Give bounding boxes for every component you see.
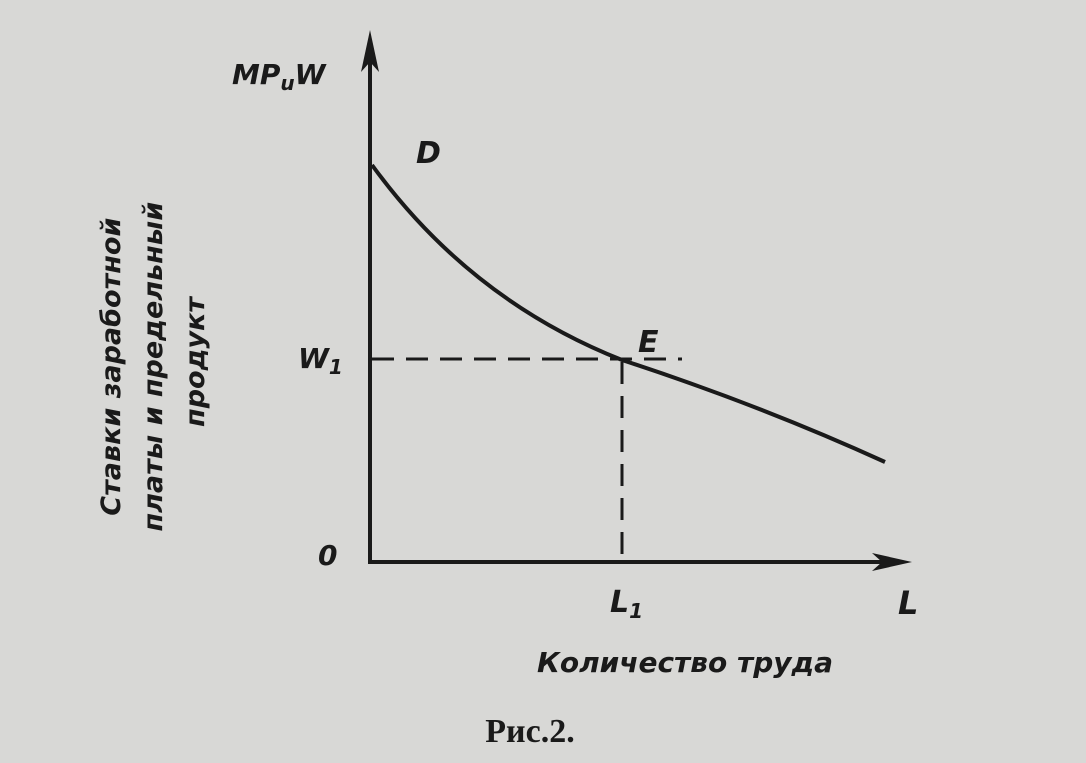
x-axis-title: Количество труда [537, 646, 833, 679]
title-line: Ставки заработной [96, 218, 127, 516]
label-part: MP [232, 58, 281, 91]
label-part: 1 [329, 355, 343, 379]
origin-label: 0 [318, 539, 337, 572]
point-d: D [416, 136, 441, 171]
guides [372, 357, 682, 562]
w1-label: W1 [298, 342, 343, 379]
axes [368, 42, 900, 564]
x-axis-label: L [898, 584, 918, 622]
label-part: L [610, 585, 629, 620]
label-part: W [298, 342, 330, 375]
x-arrow [872, 553, 912, 571]
label-part: W [295, 58, 327, 91]
label-part: u [280, 71, 294, 95]
label-part: 1 [629, 599, 643, 623]
y-axis-title: Ставки заработной платы и предельный про… [96, 192, 211, 531]
y-arrow [361, 30, 379, 72]
point-e: E [638, 325, 659, 360]
caption: Рис.2. [485, 713, 574, 750]
y-axis-label: MPuW [232, 58, 327, 95]
title-line: платы и предельный [138, 202, 169, 532]
title-line: продукт [180, 296, 211, 427]
l1-label: L1 [610, 585, 643, 623]
